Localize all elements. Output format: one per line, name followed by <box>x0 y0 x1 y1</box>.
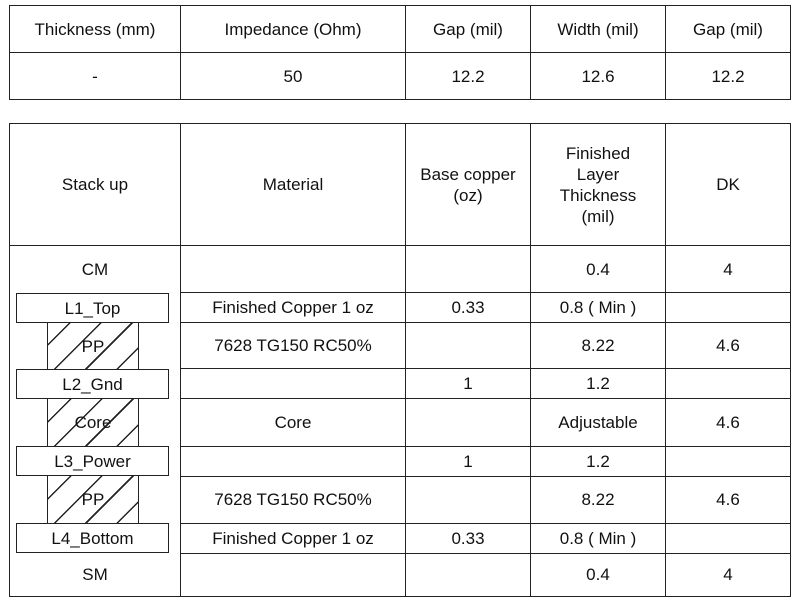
thickness-cell: 0.4 <box>530 244 666 294</box>
layer-label: L1_Top <box>64 298 121 318</box>
stackup-table: Stack up Material Base copper (oz) Finis… <box>9 123 791 598</box>
header-width: Width (mil) <box>530 5 666 53</box>
base-copper-cell: 1 <box>405 368 531 400</box>
material-cell: 7628 TG150 RC50% <box>180 475 406 524</box>
header-material: Material <box>180 123 406 246</box>
dk-cell <box>665 522 791 554</box>
thickness-cell: 1.2 <box>530 445 666 477</box>
value-gap: 12.2 <box>405 52 531 100</box>
value-gap-2: 12.2 <box>665 52 791 100</box>
stackup-row: 1 1.2 <box>10 445 791 477</box>
base-copper-cell <box>405 552 531 598</box>
layer-label: L4_Bottom <box>51 528 134 548</box>
material-cell: Core <box>180 398 406 447</box>
header-impedance: Impedance (Ohm) <box>180 5 406 53</box>
thickness-cell: 0.4 <box>530 552 666 598</box>
thickness-cell: 0.8 ( Min ) <box>530 522 666 554</box>
stackup-row: Core Adjustable 4.6 <box>10 398 791 447</box>
material-cell: Finished Copper 1 oz <box>180 522 406 554</box>
value-impedance: 50 <box>180 52 406 100</box>
dk-cell <box>665 445 791 477</box>
dk-cell: 4.6 <box>665 398 791 447</box>
material-cell <box>180 244 406 294</box>
thickness-cell: Adjustable <box>530 398 666 447</box>
value-width: 12.6 <box>530 52 666 100</box>
layer-dielectric: Core <box>47 399 139 446</box>
dk-cell: 4.6 <box>665 475 791 524</box>
layer-copper: L4_Bottom <box>16 523 169 553</box>
base-copper-cell <box>405 244 531 294</box>
layer-mask: CM <box>10 246 180 293</box>
layer-dielectric: PP <box>47 476 139 523</box>
stackup-row: Finished Copper 1 oz 0.33 0.8 ( Min ) <box>10 292 791 324</box>
material-cell <box>180 445 406 477</box>
dk-cell <box>665 368 791 400</box>
dk-cell <box>665 292 791 324</box>
thickness-cell: 8.22 <box>530 475 666 524</box>
material-cell <box>180 552 406 598</box>
value-thickness: - <box>9 52 181 100</box>
material-cell: 7628 TG150 RC50% <box>180 322 406 370</box>
layer-copper: L1_Top <box>16 293 169 323</box>
header-base-copper: Base copper (oz) <box>405 123 531 246</box>
dk-cell: 4 <box>665 552 791 598</box>
layer-label: CM <box>81 260 109 279</box>
stackup-row: 1 1.2 <box>10 368 791 400</box>
layer-label: L2_Gnd <box>62 374 123 394</box>
header-gap: Gap (mil) <box>405 5 531 53</box>
layer-label: SM <box>82 565 108 584</box>
layer-label: PP <box>81 336 105 356</box>
material-cell: Finished Copper 1 oz <box>180 292 406 324</box>
impedance-table: Thickness (mm) Impedance (Ohm) Gap (mil)… <box>9 5 791 100</box>
base-copper-cell: 1 <box>405 445 531 477</box>
header-finished-thickness: Finished Layer Thickness (mil) <box>530 123 666 246</box>
layer-copper: L3_Power <box>16 446 169 476</box>
stackup-header-row: Stack up Material Base copper (oz) Finis… <box>9 123 791 246</box>
layer-copper: L2_Gnd <box>16 369 169 399</box>
impedance-header-row: Thickness (mm) Impedance (Ohm) Gap (mil)… <box>9 5 791 53</box>
layer-mask: SM <box>10 553 180 596</box>
stackup-row: CM L1_Top PP L2_Gnd Core L3_Power PP L4_Bottom S… <box>9 244 791 597</box>
thickness-cell: 1.2 <box>530 368 666 400</box>
material-cell <box>180 368 406 400</box>
layer-label: Core <box>74 413 112 432</box>
base-copper-cell <box>405 475 531 524</box>
header-dk: DK <box>665 123 791 246</box>
base-copper-cell: 0.33 <box>405 292 531 324</box>
layer-label: PP <box>81 490 105 509</box>
stackup-row: 0.4 4 <box>10 552 791 598</box>
header-stackup: Stack up <box>9 123 181 246</box>
thickness-cell: 0.8 ( Min ) <box>530 292 666 324</box>
dk-cell: 4 <box>665 244 791 294</box>
impedance-value-row: - 50 12.2 12.6 12.2 <box>9 52 791 100</box>
dk-cell: 4.6 <box>665 322 791 370</box>
stackup-diagram: CM L1_Top PP L2_Gnd Core L3_Power PP L4_Bottom S… <box>9 245 181 597</box>
base-copper-cell <box>405 322 531 370</box>
header-gap-2: Gap (mil) <box>665 5 791 53</box>
layer-dielectric: PP <box>47 323 139 369</box>
thickness-cell: 8.22 <box>530 322 666 370</box>
base-copper-cell: 0.33 <box>405 522 531 554</box>
stackup-row: 7628 TG150 RC50% 8.22 4.6 <box>10 322 791 370</box>
layer-label: L3_Power <box>54 451 131 471</box>
stackup-row: 7628 TG150 RC50% 8.22 4.6 <box>10 475 791 524</box>
base-copper-cell <box>405 398 531 447</box>
header-thickness: Thickness (mm) <box>9 5 181 53</box>
